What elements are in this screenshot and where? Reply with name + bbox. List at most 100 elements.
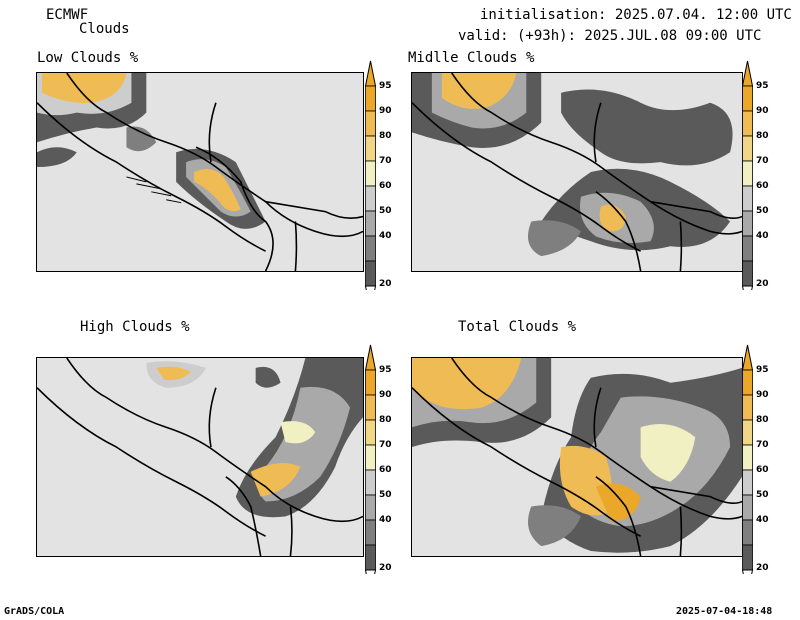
map-total-clouds [411,357,743,557]
cloud-field [146,358,363,518]
colorbar-segment [742,469,753,496]
colorbar-tick-label: 50 [379,490,392,500]
map-middle-clouds [411,72,743,272]
colorbar-arrows [365,60,377,290]
colorbar-segment [742,110,753,137]
colorbar-tick-label: 70 [756,156,769,166]
colorbar-tick-label: 20 [756,563,769,573]
colorbar-tick-label: 95 [379,365,392,375]
colorbar-tick-label: 95 [756,365,769,375]
map-high-clouds [36,357,364,557]
colorbar-segment [365,369,376,396]
colorbar-bottom-arrow [742,569,754,574]
colorbar-tick-label: 80 [756,415,769,425]
colorbar-segment [742,85,753,112]
colorbar-total: 20 40 50 60 70 80 90 95 [742,344,784,574]
init-time: initialisation: 2025.07.04. 12:00 UTC [480,7,792,23]
colorbar-segment [742,394,753,421]
coastline-islands [126,176,182,204]
colorbar-tick-label: 20 [379,279,392,289]
colorbar-tick-label: 70 [756,440,769,450]
colorbar-tick-label: 80 [756,131,769,141]
colorbar-bottom-arrow [365,569,377,574]
colorbar-segment [365,394,376,421]
colorbar-tick-label: 90 [379,390,392,400]
colorbar-segment [742,544,753,571]
colorbar-tick-label: 40 [379,515,392,525]
colorbar-tick-label: 60 [756,465,769,475]
colorbar-tick-label: 90 [379,106,392,116]
colorbar-segment [742,160,753,187]
cloud-field [412,73,733,257]
colorbar-tick-label: 60 [756,181,769,191]
panel-title-low: Low Clouds % [37,50,139,66]
valid-time: valid: (+93h): 2025.JUL.08 09:00 UTC [458,28,762,44]
colorbar-segment [365,85,376,112]
colorbar-segment [742,519,753,546]
colorbar-top-arrow [365,60,377,87]
borders [37,358,363,556]
colorbar-tick-label: 60 [379,465,392,475]
colorbar-tick-label: 50 [756,206,769,216]
colorbar-bottom-arrow [365,285,377,290]
colorbar-segment [365,469,376,496]
colorbar-segment [365,185,376,212]
colorbar-top-arrow [742,60,754,87]
colorbar-tick-label: 70 [379,156,392,166]
colorbar-tick-label: 20 [756,279,769,289]
colorbar-arrows [742,60,754,290]
colorbar-tick-label: 20 [379,563,392,573]
borders [412,358,742,556]
colorbar-segment [742,260,753,287]
colorbar-segment [742,235,753,262]
colorbar-tick-label: 60 [379,181,392,191]
colorbar-tick-label: 95 [379,81,392,91]
footer-software: GrADS/COLA [4,606,65,617]
colorbar-segment [742,210,753,237]
colorbar-tick-label: 40 [379,231,392,241]
colorbar-tick-label: 70 [379,440,392,450]
colorbar-segment [365,519,376,546]
colorbar-tick-label: 90 [756,106,769,116]
colorbar-low: 20 40 50 60 70 80 90 95 [365,60,407,290]
colorbar-tick-label: 80 [379,131,392,141]
borders [37,73,363,271]
footer-timestamp: 2025-07-04-18:48 [676,606,773,617]
colorbar-arrows [365,344,377,574]
colorbar-segment [742,369,753,396]
colorbar-tick-label: 95 [756,81,769,91]
borders [412,73,742,271]
colorbar-tick-label: 80 [379,415,392,425]
panel-title-total: Total Clouds % [458,319,577,335]
product-name: Clouds [79,21,130,37]
panel-title-middle: Midlle Clouds % [408,50,535,66]
panel-title-high: High Clouds % [80,319,190,335]
colorbar-segment [365,210,376,237]
colorbar-tick-label: 40 [756,231,769,241]
colorbar-segment [742,419,753,446]
colorbar-arrows [742,344,754,574]
colorbar-segment [365,160,376,187]
colorbar-tick-label: 40 [756,515,769,525]
colorbar-segment [365,110,376,137]
colorbar-segment [365,235,376,262]
colorbar-high: 20 40 50 60 70 80 90 95 [365,344,407,574]
colorbar-segment [365,419,376,446]
colorbar-segment [742,135,753,162]
colorbar-segment [365,260,376,287]
colorbar-middle: 20 40 50 60 70 80 90 95 [742,60,784,290]
model-name: ECMWF [46,7,89,23]
colorbar-top-arrow [742,344,754,371]
colorbar-segment [365,135,376,162]
colorbar-top-arrow [365,344,377,371]
cloud-field [37,73,266,229]
colorbar-segment [365,494,376,521]
colorbar-tick-label: 50 [756,490,769,500]
colorbar-segment [365,444,376,471]
colorbar-bottom-arrow [742,285,754,290]
colorbar-segment [742,185,753,212]
cloud-field [412,358,742,553]
colorbar-segment [742,494,753,521]
colorbar-segment [742,444,753,471]
map-low-clouds [36,72,364,272]
